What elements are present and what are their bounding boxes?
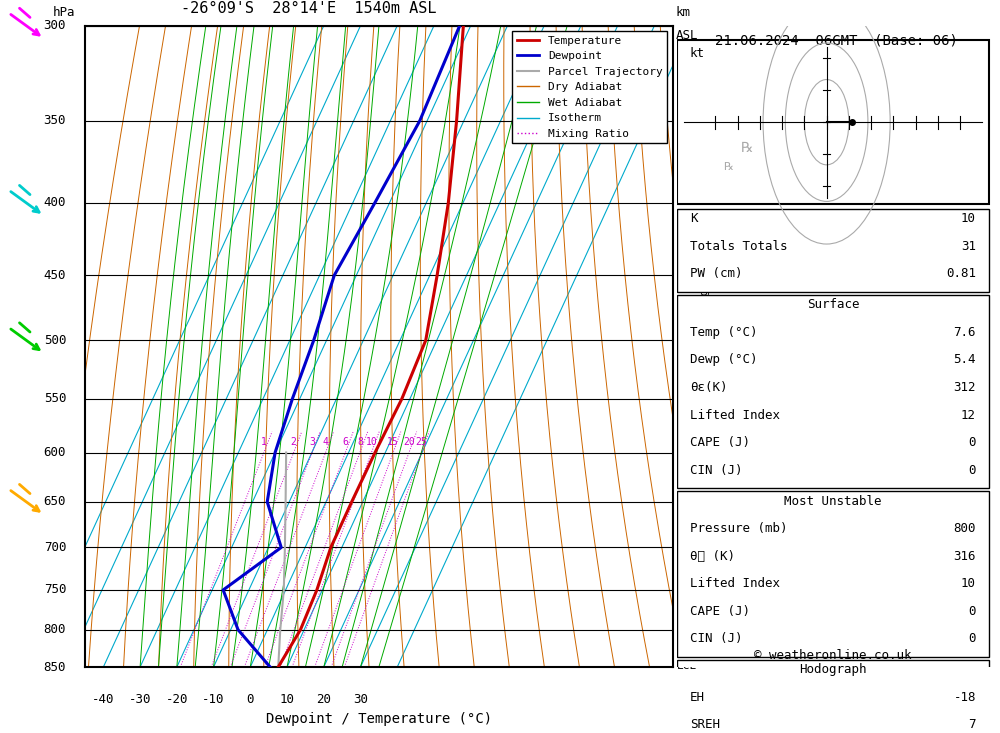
Text: Most Unstable: Most Unstable	[784, 495, 882, 507]
Text: 312: 312	[953, 381, 976, 394]
Text: 650: 650	[44, 496, 66, 508]
Text: θε(K): θε(K)	[690, 381, 727, 394]
Text: 7: 7	[677, 241, 684, 254]
Text: Mixing Ratio (g/kg): Mixing Ratio (g/kg)	[700, 282, 710, 410]
Text: 7.6: 7.6	[953, 326, 976, 339]
Text: -40: -40	[92, 693, 115, 706]
Text: CAPE (J): CAPE (J)	[690, 605, 750, 618]
Text: LCL: LCL	[677, 660, 697, 671]
Text: 10: 10	[961, 578, 976, 590]
Text: 4: 4	[323, 438, 329, 447]
Bar	[677, 491, 989, 657]
Text: 31: 31	[961, 240, 976, 253]
Text: 6: 6	[342, 438, 348, 447]
Text: Temp (°C): Temp (°C)	[690, 326, 757, 339]
Text: Dewpoint / Temperature (°C): Dewpoint / Temperature (°C)	[266, 712, 492, 726]
Text: 12: 12	[961, 408, 976, 421]
Text: 500: 500	[44, 334, 66, 347]
Text: 30: 30	[353, 693, 368, 706]
Text: Hodograph: Hodograph	[799, 663, 867, 676]
Text: Lifted Index: Lifted Index	[690, 578, 780, 590]
Legend: Temperature, Dewpoint, Parcel Trajectory, Dry Adiabat, Wet Adiabat, Isotherm, Mi: Temperature, Dewpoint, Parcel Trajectory…	[512, 32, 667, 144]
Text: 2: 2	[291, 438, 297, 447]
Text: ℞: ℞	[723, 162, 733, 172]
Text: 750: 750	[44, 583, 66, 597]
Text: -30: -30	[129, 693, 151, 706]
Text: 850: 850	[44, 660, 66, 674]
Text: 316: 316	[953, 550, 976, 563]
Text: 8: 8	[357, 438, 363, 447]
Text: ASL: ASL	[676, 29, 698, 42]
Text: 10: 10	[366, 438, 377, 447]
Text: 0: 0	[968, 464, 976, 476]
Text: CAPE (J): CAPE (J)	[690, 436, 750, 449]
Text: 3: 3	[677, 541, 684, 554]
Text: 7: 7	[968, 718, 976, 732]
Text: km: km	[676, 7, 691, 19]
Text: -26°09'S  28°14'E  1540m ASL: -26°09'S 28°14'E 1540m ASL	[181, 1, 436, 16]
Text: 1: 1	[261, 438, 267, 447]
Text: 5.4: 5.4	[953, 353, 976, 366]
Text: 0: 0	[968, 633, 976, 645]
Text: CIN (J): CIN (J)	[690, 633, 742, 645]
Text: 20: 20	[316, 693, 331, 706]
Text: -10: -10	[202, 693, 225, 706]
Text: Surface: Surface	[807, 298, 859, 312]
Text: 350: 350	[44, 114, 66, 127]
Text: Totals Totals: Totals Totals	[690, 240, 787, 253]
Bar	[677, 295, 989, 488]
Text: 5: 5	[677, 387, 684, 399]
Text: 400: 400	[44, 196, 66, 210]
Text: 25: 25	[416, 438, 427, 447]
Text: EH: EH	[690, 690, 705, 704]
Text: K: K	[690, 213, 697, 225]
Text: 0: 0	[247, 693, 254, 706]
Text: 2: 2	[677, 616, 684, 628]
Text: Lifted Index: Lifted Index	[690, 408, 780, 421]
Text: PW (cm): PW (cm)	[690, 268, 742, 281]
Bar	[677, 209, 989, 292]
Text: Pressure (mb): Pressure (mb)	[690, 522, 787, 535]
Text: 3: 3	[309, 438, 315, 447]
Text: 21.06.2024  06GMT  (Base: 06): 21.06.2024 06GMT (Base: 06)	[715, 33, 958, 48]
Text: -20: -20	[166, 693, 188, 706]
Text: 4: 4	[677, 466, 684, 479]
Text: hPa: hPa	[53, 7, 75, 19]
Text: CIN (J): CIN (J)	[690, 464, 742, 476]
Text: 550: 550	[44, 392, 66, 405]
Text: 6: 6	[677, 321, 684, 334]
Text: 800: 800	[953, 522, 976, 535]
Text: 0: 0	[968, 605, 976, 618]
Text: -18: -18	[953, 690, 976, 704]
Text: 450: 450	[44, 269, 66, 282]
Text: 20: 20	[403, 438, 415, 447]
Text: 10: 10	[961, 213, 976, 225]
Bar	[677, 660, 989, 733]
Text: 0: 0	[968, 436, 976, 449]
Text: 15: 15	[387, 438, 399, 447]
Text: ℞: ℞	[741, 141, 753, 155]
Text: 8: 8	[677, 181, 684, 194]
Text: 600: 600	[44, 446, 66, 459]
Text: θᴇ (K): θᴇ (K)	[690, 550, 735, 563]
Text: © weatheronline.co.uk: © weatheronline.co.uk	[754, 649, 912, 662]
Text: 700: 700	[44, 541, 66, 554]
Text: 300: 300	[44, 19, 66, 32]
Text: 800: 800	[44, 623, 66, 636]
Text: SREH: SREH	[690, 718, 720, 732]
Text: kt: kt	[690, 47, 705, 60]
Bar	[677, 40, 989, 204]
Text: 0.81: 0.81	[946, 268, 976, 281]
Text: Dewp (°C): Dewp (°C)	[690, 353, 757, 366]
Text: 10: 10	[280, 693, 295, 706]
